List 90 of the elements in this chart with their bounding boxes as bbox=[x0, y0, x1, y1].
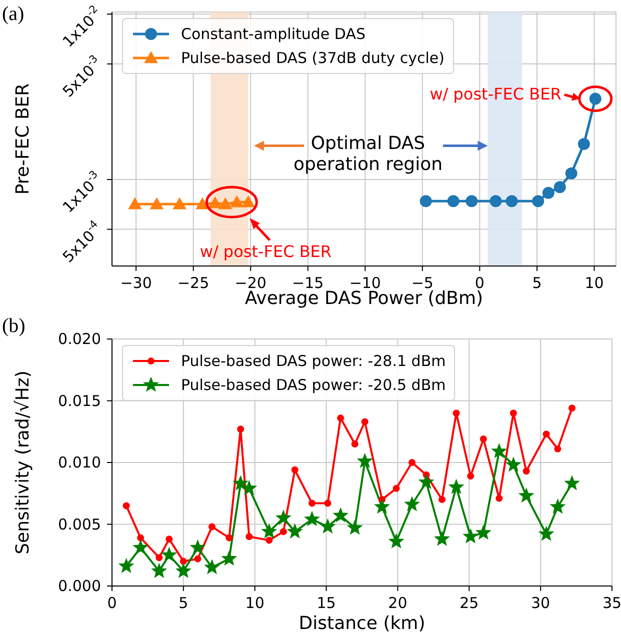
point bbox=[162, 548, 176, 562]
point bbox=[176, 564, 191, 578]
y-axis-title: Pre-FEC BER bbox=[12, 83, 34, 195]
point bbox=[194, 555, 202, 562]
annotation: Optimal DAS operation region bbox=[293, 132, 443, 175]
point bbox=[222, 551, 236, 565]
point bbox=[204, 560, 220, 574]
point bbox=[122, 502, 130, 510]
point bbox=[480, 436, 487, 443]
point bbox=[288, 524, 302, 538]
x-tick-label: 5 bbox=[178, 594, 188, 612]
x-tick-label: 0 bbox=[107, 594, 117, 612]
point bbox=[276, 510, 291, 524]
point bbox=[476, 525, 491, 540]
point bbox=[133, 540, 148, 554]
point bbox=[324, 500, 332, 507]
legend-label: Constant-amplitude DAS bbox=[181, 25, 366, 43]
point bbox=[333, 508, 348, 522]
point bbox=[539, 526, 554, 540]
point bbox=[404, 496, 420, 511]
point bbox=[308, 500, 316, 507]
point bbox=[180, 558, 187, 565]
point bbox=[522, 468, 530, 475]
point bbox=[280, 528, 287, 536]
point bbox=[492, 444, 506, 458]
x-tick-label: 15 bbox=[316, 594, 336, 612]
point bbox=[358, 454, 372, 468]
point bbox=[519, 488, 534, 502]
point bbox=[554, 445, 562, 452]
y-tick-label: 0.020 bbox=[58, 330, 101, 348]
point bbox=[137, 534, 144, 542]
point bbox=[190, 540, 205, 554]
legend-label: Pulse-based DAS (37dB duty cycle) bbox=[181, 49, 444, 67]
point bbox=[568, 404, 576, 412]
point bbox=[152, 564, 166, 578]
point bbox=[119, 558, 134, 572]
point bbox=[262, 524, 276, 538]
point bbox=[233, 476, 248, 490]
point bbox=[348, 520, 362, 534]
x-tick-label: 10 bbox=[245, 594, 264, 612]
annotation: w/ post-FEC BER bbox=[200, 242, 332, 262]
point bbox=[361, 418, 368, 426]
point bbox=[438, 496, 446, 504]
text: (b) bbox=[2, 315, 26, 337]
x-axis-title: Distance (km) bbox=[298, 613, 426, 634]
point bbox=[564, 476, 580, 490]
point bbox=[463, 529, 478, 543]
annotation: w/ post-FEC BER bbox=[430, 84, 562, 104]
legend-label: Pulse-based DAS power: -28.1 dBm bbox=[181, 352, 446, 370]
point bbox=[208, 523, 216, 530]
x-tick-label: −30 bbox=[120, 274, 152, 292]
x-tick-label: 30 bbox=[531, 594, 550, 612]
point bbox=[449, 480, 464, 494]
x-tick-label: 10 bbox=[584, 274, 604, 292]
point bbox=[467, 472, 474, 480]
point bbox=[389, 534, 404, 548]
point bbox=[506, 457, 521, 472]
point bbox=[452, 410, 460, 417]
point bbox=[291, 466, 298, 474]
y-tick-label: 0.010 bbox=[58, 454, 101, 472]
point bbox=[419, 474, 434, 488]
point bbox=[510, 410, 517, 417]
point bbox=[266, 536, 273, 544]
point bbox=[542, 430, 550, 438]
y-tick-label: 0.015 bbox=[58, 392, 101, 410]
x-tick-label: 5 bbox=[532, 274, 542, 292]
point bbox=[156, 554, 163, 562]
point bbox=[351, 440, 358, 448]
point bbox=[166, 536, 173, 543]
y-axis-title: Sensitivity (rad/√Hz) bbox=[12, 370, 34, 554]
point bbox=[374, 499, 390, 514]
point bbox=[550, 499, 565, 514]
y-tick-label: 0.005 bbox=[58, 515, 101, 534]
x-tick-label: 25 bbox=[460, 594, 479, 612]
point bbox=[434, 532, 450, 546]
point bbox=[337, 414, 344, 422]
point bbox=[496, 494, 503, 502]
point bbox=[392, 484, 400, 492]
x-tick-label: 20 bbox=[388, 594, 408, 612]
point bbox=[304, 512, 320, 526]
text: (a) bbox=[2, 3, 24, 25]
y-tick-label: 0.000 bbox=[58, 577, 101, 595]
point bbox=[226, 534, 233, 542]
legend-label: Pulse-based DAS power: -20.5 dBm bbox=[181, 376, 446, 394]
x-tick-label: 35 bbox=[602, 594, 621, 612]
x-tick-label: −25 bbox=[178, 274, 210, 292]
point bbox=[246, 533, 253, 540]
point bbox=[408, 459, 416, 466]
point bbox=[237, 426, 244, 433]
point bbox=[320, 519, 335, 533]
